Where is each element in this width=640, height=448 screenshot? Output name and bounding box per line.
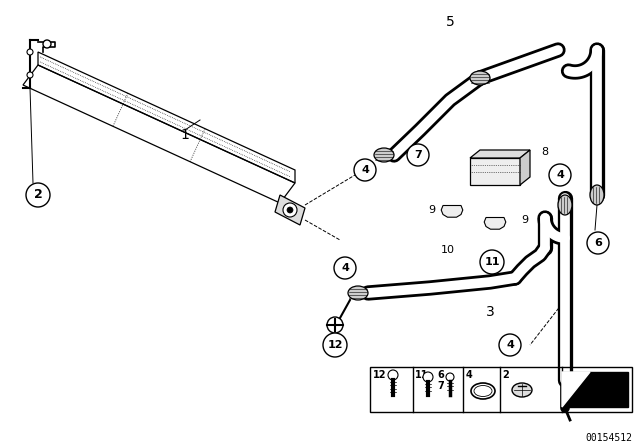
Text: 5: 5 [445,15,454,29]
Text: 4: 4 [466,370,473,380]
Circle shape [480,250,504,274]
Text: 3: 3 [486,305,494,319]
Polygon shape [470,150,530,158]
Polygon shape [562,372,590,407]
Circle shape [27,49,33,55]
Polygon shape [470,158,520,185]
Text: 10: 10 [441,245,455,255]
Ellipse shape [348,286,368,300]
Text: 4: 4 [361,165,369,175]
Text: 4: 4 [506,340,514,350]
Circle shape [283,203,297,217]
Text: 2: 2 [34,189,42,202]
Ellipse shape [590,185,604,205]
Text: 2: 2 [502,370,509,380]
Circle shape [287,207,293,213]
Circle shape [423,372,433,382]
Polygon shape [441,206,463,217]
Polygon shape [275,195,305,225]
Circle shape [587,232,609,254]
Text: 12: 12 [327,340,343,350]
Circle shape [26,183,50,207]
Ellipse shape [558,195,572,215]
Text: 7: 7 [414,150,422,160]
Circle shape [334,257,356,279]
Ellipse shape [470,71,490,85]
Ellipse shape [512,383,532,397]
Circle shape [388,370,398,380]
Text: 1: 1 [180,128,189,142]
Circle shape [549,164,571,186]
Text: 4: 4 [341,263,349,273]
Circle shape [407,144,429,166]
Polygon shape [484,217,506,229]
Text: 9: 9 [428,205,436,215]
Text: 9: 9 [522,215,529,225]
Polygon shape [520,150,530,185]
Polygon shape [562,372,628,407]
Text: 00154512: 00154512 [585,433,632,443]
Text: 12: 12 [373,370,387,380]
Text: 11: 11 [415,370,429,380]
Circle shape [446,373,454,381]
Circle shape [323,333,347,357]
Text: 7: 7 [437,381,444,391]
Text: 6: 6 [594,238,602,248]
Circle shape [354,159,376,181]
Ellipse shape [374,148,394,162]
Text: 8: 8 [541,147,548,157]
Text: 6: 6 [437,370,444,380]
Circle shape [27,72,33,78]
Circle shape [43,40,51,48]
Circle shape [499,334,521,356]
Text: 11: 11 [484,257,500,267]
Text: 4: 4 [556,170,564,180]
